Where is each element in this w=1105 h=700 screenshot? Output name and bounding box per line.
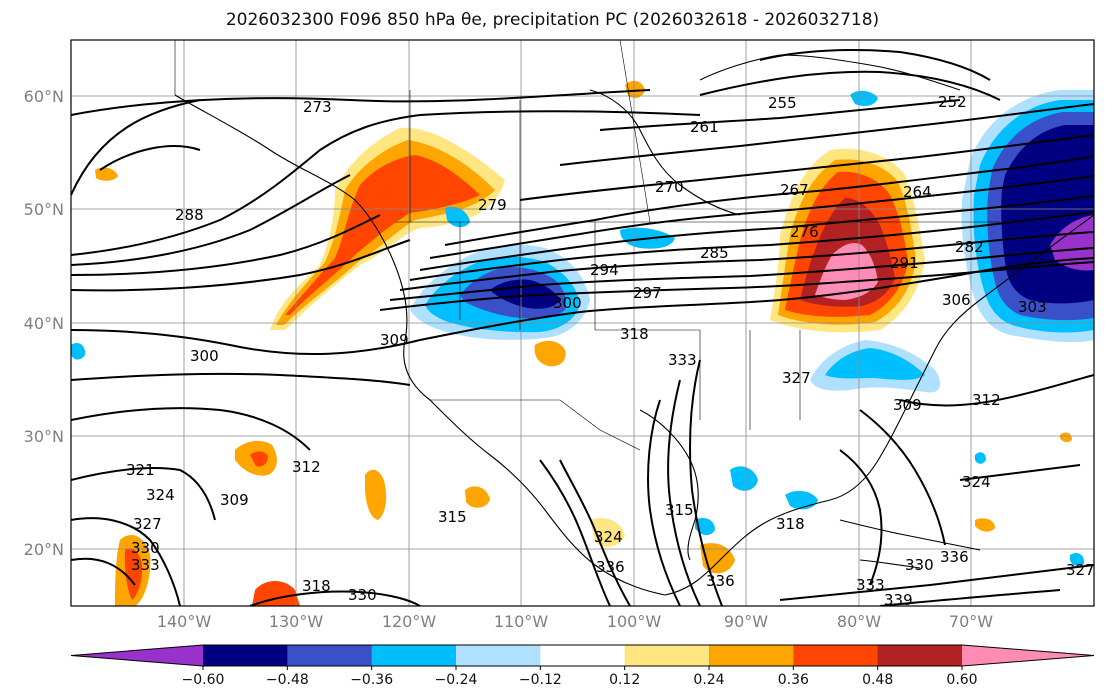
colorbar-segment xyxy=(456,645,541,666)
colorbar-tick-label: 0.60 xyxy=(946,672,977,688)
contour-label: 318 xyxy=(620,325,649,343)
colorbar-tick-label: 0.24 xyxy=(693,672,724,688)
colorbar-segment xyxy=(203,645,288,666)
colorbar-segment xyxy=(793,645,879,666)
colorbar-extend-high xyxy=(962,645,1094,666)
lon-label: 100°W xyxy=(607,612,662,631)
colorbar-tick-label: −0.12 xyxy=(519,672,562,688)
contour-label: 309 xyxy=(220,491,249,509)
contour-label: 324 xyxy=(146,486,175,504)
colorbar-tick-label: −0.48 xyxy=(266,672,309,688)
lon-label: 130°W xyxy=(269,612,324,631)
contour-label: 315 xyxy=(665,501,694,519)
contour-label: 330 xyxy=(131,539,160,557)
colorbar-tick-label: 0.36 xyxy=(778,672,809,688)
contour-label: 327 xyxy=(1066,561,1095,579)
contour-label: 270 xyxy=(655,178,684,196)
colorbar-tick-label: −0.36 xyxy=(350,672,393,688)
colorbar-segment xyxy=(287,645,373,666)
colorbar-tick-label: −0.24 xyxy=(435,672,478,688)
lat-label: 30°N xyxy=(24,427,64,446)
contour-label: 336 xyxy=(706,572,735,590)
contour-label: 306 xyxy=(942,291,971,309)
contour-label: 333 xyxy=(668,351,697,369)
contour-label: 261 xyxy=(690,118,719,136)
contour-label: 324 xyxy=(962,473,991,491)
lon-label: 90°W xyxy=(724,612,768,631)
colorbar-segment xyxy=(540,645,626,666)
lon-label: 70°W xyxy=(949,612,993,631)
colorbar-segment xyxy=(877,645,963,666)
colorbar-extend-low xyxy=(71,645,203,666)
contour-label: 318 xyxy=(776,515,805,533)
lon-label: 80°W xyxy=(837,612,881,631)
contour-label: 300 xyxy=(190,347,219,365)
lon-labels: 140°W 130°W 120°W 110°W 100°W 90°W 80°W … xyxy=(157,612,993,631)
contour-label: 291 xyxy=(890,254,919,272)
contour-label: 318 xyxy=(302,577,331,595)
precip-shading xyxy=(71,80,1094,606)
colorbar-tick-label: −0.60 xyxy=(182,672,225,688)
contour-label: 330 xyxy=(905,556,934,574)
contour-label: 333 xyxy=(856,576,885,594)
contour-label: 303 xyxy=(1018,298,1047,316)
contour-label: 267 xyxy=(780,181,809,199)
colorbar: −0.60 −0.48 −0.36 −0.24 −0.12 0.12 0.24 0.36 0.4… xyxy=(70,644,1095,688)
theta-e-contours xyxy=(71,49,1094,606)
contour-label: 312 xyxy=(292,458,321,476)
contour-labels: 273 255 252 261 270 267 264 279 288 276 … xyxy=(126,93,1095,609)
contour-label: 333 xyxy=(131,556,160,574)
contour-label: 297 xyxy=(633,284,662,302)
colorbar-segment xyxy=(624,645,710,666)
contour-label: 309 xyxy=(893,396,922,414)
colorbar-tick-label: 0.48 xyxy=(862,672,893,688)
colorbar-segment xyxy=(371,645,457,666)
contour-label: 321 xyxy=(126,461,155,479)
contour-label: 336 xyxy=(940,548,969,566)
contour-label: 294 xyxy=(590,261,619,279)
contour-label: 312 xyxy=(972,391,1001,409)
lat-label: 40°N xyxy=(24,314,64,333)
lat-label: 50°N xyxy=(24,200,64,219)
contour-label: 327 xyxy=(133,515,162,533)
contour-label: 300 xyxy=(553,294,582,312)
contour-label: 315 xyxy=(438,508,467,526)
contour-label: 285 xyxy=(700,244,729,262)
contour-label: 255 xyxy=(768,94,797,112)
lat-labels: 60°N 50°N 40°N 30°N 20°N xyxy=(24,87,64,559)
map-frame xyxy=(70,39,1095,607)
colorbar-segment xyxy=(709,645,794,666)
map-title: 2026032300 F096 850 hPa θe, precipitatio… xyxy=(225,10,880,30)
contour-label: 288 xyxy=(175,206,204,224)
colorbar-tick-label: 0.12 xyxy=(609,672,640,688)
contour-label: 273 xyxy=(303,98,332,116)
contour-label: 264 xyxy=(903,183,932,201)
borders xyxy=(174,40,1000,451)
contour-label: 327 xyxy=(782,369,811,387)
contour-label: 339 xyxy=(884,591,913,609)
contour-label: 309 xyxy=(380,331,409,349)
contour-label: 324 xyxy=(594,528,623,546)
lat-label: 20°N xyxy=(24,540,64,559)
lon-label: 120°W xyxy=(382,612,437,631)
contour-label: 279 xyxy=(478,196,507,214)
contour-label: 330 xyxy=(348,586,377,604)
contour-label: 276 xyxy=(790,223,819,241)
lon-label: 140°W xyxy=(157,612,212,631)
lat-label: 60°N xyxy=(24,87,64,106)
contour-label: 336 xyxy=(596,558,625,576)
lon-label: 110°W xyxy=(494,612,549,631)
contour-label: 252 xyxy=(938,93,967,111)
contour-label: 282 xyxy=(955,238,984,256)
